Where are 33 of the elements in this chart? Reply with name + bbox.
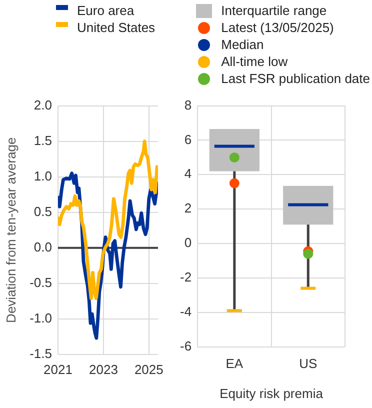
x-tick-label: 2025 [134, 362, 164, 377]
y-axis-title: Deviation from ten-year average [3, 137, 18, 323]
x-tick-label: 2023 [88, 362, 118, 377]
y-tick-label: -4 [180, 304, 192, 319]
y-tick-label: 8 [184, 97, 192, 112]
point [229, 178, 240, 188]
y-tick-label: 1.0 [34, 168, 52, 184]
y-tick-label: -2 [180, 270, 192, 285]
x-tick-label: EA [226, 356, 244, 372]
y-tick-label: -0.5 [30, 274, 52, 290]
y-tick-label: -1.5 [30, 346, 52, 361]
y-tick-label: 6 [184, 132, 192, 147]
y-tick-label: -1.0 [30, 310, 52, 326]
y-tick-label: 0.0 [34, 239, 52, 254]
legend-label: Euro area [77, 3, 134, 18]
x-axis-title: Equity risk premia [220, 386, 324, 401]
y-tick-label: 2 [184, 200, 192, 216]
x-tick-label: US [299, 356, 318, 372]
y-tick-label: -6 [180, 338, 192, 354]
y-tick-label: 1.5 [34, 132, 52, 148]
y-tick-label: 4 [184, 166, 192, 182]
legend-label: United States [77, 20, 156, 35]
x-tick-label: 2021 [44, 362, 72, 377]
point [303, 248, 314, 259]
legend-label: Last FSR publication date [221, 71, 370, 86]
text: Median [221, 37, 264, 52]
legend-label: Latest (13/05/2025) [221, 20, 334, 35]
text: All-time low [221, 54, 288, 69]
y-tick-label: 2.0 [34, 97, 52, 112]
point [229, 152, 240, 162]
y-tick-label: 0 [184, 235, 192, 250]
legend-label: Interquartile range [221, 3, 327, 18]
y-tick-label: 0.5 [34, 204, 52, 219]
